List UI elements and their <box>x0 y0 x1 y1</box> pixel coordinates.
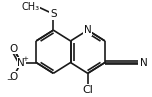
Text: N: N <box>84 25 92 35</box>
Text: S: S <box>50 9 57 19</box>
Text: +: + <box>22 56 28 62</box>
Text: N: N <box>140 58 148 68</box>
Text: N: N <box>17 58 25 68</box>
Text: N: N <box>139 58 146 68</box>
Text: O: O <box>9 43 17 54</box>
Text: O: O <box>9 72 17 82</box>
Text: Cl: Cl <box>82 84 93 94</box>
Text: −: − <box>6 77 12 83</box>
Text: CH₃: CH₃ <box>21 3 40 13</box>
